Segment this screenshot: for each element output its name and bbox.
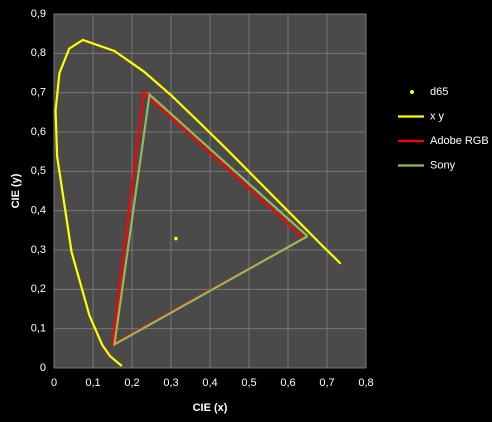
- y-tick-label: 0: [40, 362, 46, 374]
- x-tick-label: 0,3: [163, 377, 178, 389]
- y-tick-label: 0,8: [31, 47, 46, 59]
- x-tick-label: 0: [51, 377, 57, 389]
- x-tick-label: 0,4: [202, 377, 217, 389]
- legend-label: Sony: [430, 159, 456, 171]
- x-tick-label: 0,5: [241, 377, 256, 389]
- y-tick-label: 0,3: [31, 244, 46, 256]
- x-tick-label: 0,2: [124, 377, 139, 389]
- point: [174, 236, 178, 241]
- y-tick-label: 0,5: [31, 165, 46, 177]
- legend-label: Adobe RGB: [430, 135, 489, 147]
- y-tick-label: 0,6: [31, 126, 46, 138]
- y-tick-label: 0,7: [31, 87, 46, 99]
- legend-swatch: [410, 90, 414, 94]
- y-tick-label: 0,2: [31, 283, 46, 295]
- x-tick-label: 0,1: [85, 377, 100, 389]
- y-tick-label: 0,9: [31, 8, 46, 20]
- legend-label: x y: [430, 110, 445, 122]
- x-tick-label: 0,7: [319, 377, 334, 389]
- legend-label: d65: [430, 86, 448, 98]
- x-tick-label: 0,8: [358, 377, 373, 389]
- y-axis-label: CIE (y): [10, 173, 22, 208]
- x-tick-label: 0,6: [280, 377, 295, 389]
- series-line: [113, 92, 309, 347]
- y-tick-label: 0,1: [31, 323, 46, 335]
- y-tick-label: 0,4: [31, 205, 46, 217]
- series-line: [54, 38, 342, 367]
- x-axis-label: CIE (x): [193, 402, 228, 414]
